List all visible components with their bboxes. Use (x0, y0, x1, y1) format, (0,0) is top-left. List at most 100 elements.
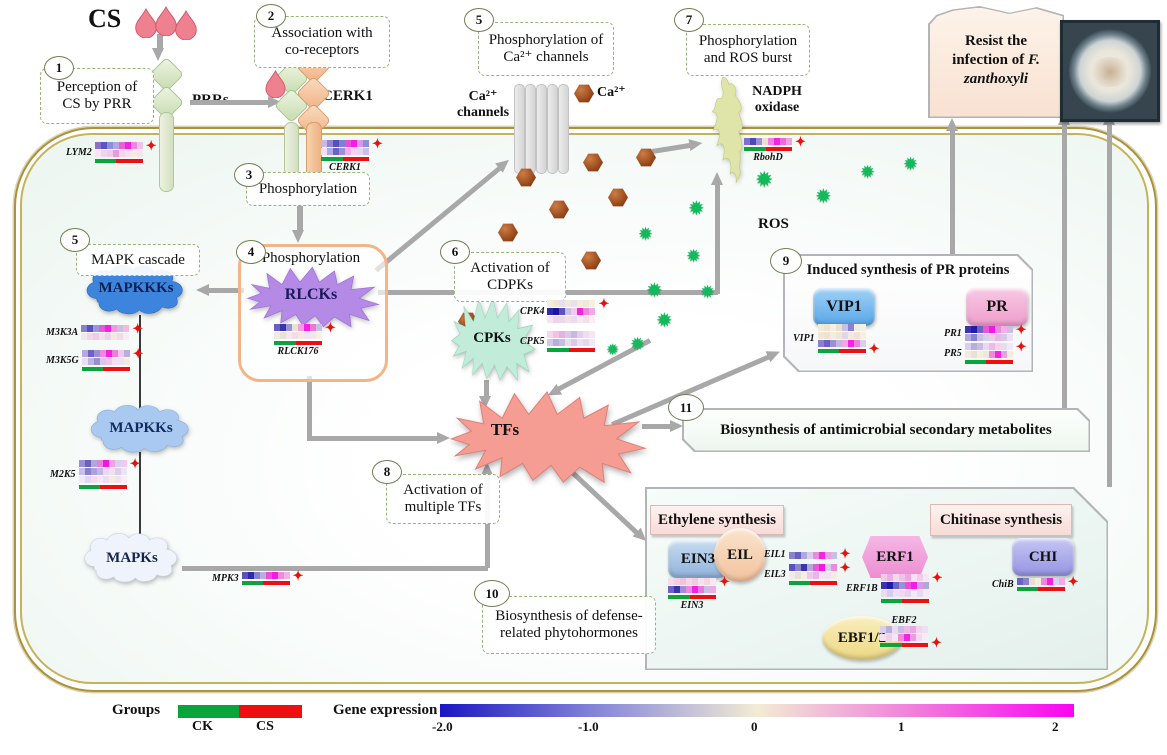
prr-tail-icon (159, 112, 174, 192)
gene-label-eil3: EIL3 (764, 568, 786, 580)
vip1-node: VIP1 (813, 288, 875, 326)
ros-star-icon: ✹ (656, 308, 673, 332)
gene-label-vip1: VIP1 (793, 332, 815, 344)
rlcks-label: RLCKs (284, 286, 338, 303)
cs-color-swatch (239, 705, 302, 718)
significance-marker: ✦ (132, 346, 144, 361)
ca-channel-icon (525, 84, 536, 174)
significance-marker: ✦ (719, 574, 730, 589)
ca-channel-icon (536, 84, 547, 174)
step-4-number: 4 (236, 240, 266, 264)
calcium-ion-icon (574, 84, 594, 103)
cs-molecule-icon (265, 70, 286, 98)
gene-label-erf1b: ERF1B (846, 582, 878, 594)
significance-marker: ✦ (145, 138, 157, 153)
heatmap-ebf2: EBF2 ✦ (880, 614, 942, 649)
ros-star-icon: ✹ (755, 168, 774, 193)
significance-marker: ✦ (931, 570, 943, 585)
heatmap-cpk4: CPK4 ✦ (520, 296, 610, 323)
significance-marker: ✦ (598, 296, 610, 311)
step-3-box: Phosphorylation (246, 172, 370, 206)
ros-star-icon: ✹ (860, 162, 876, 183)
ca-channel-icon (514, 84, 525, 174)
significance-marker: ✦ (868, 341, 880, 356)
significance-marker: ✦ (839, 560, 851, 575)
ros-star-icon: ✹ (815, 184, 832, 208)
gene-expression-label: Gene expression (333, 702, 438, 718)
heatmap-chib: ChiB ✦ (992, 575, 1079, 591)
step-5-mapk-number: 5 (60, 228, 90, 252)
ca-channels-line1: Ca²⁺ (468, 89, 498, 104)
step-7-box: Phosphorylation and ROS burst (686, 24, 810, 76)
ros-star-icon: ✹ (638, 224, 654, 245)
gene-label-pr5: PR5 (944, 347, 962, 359)
calcium-ion-icon (498, 223, 518, 242)
gene-label-cerk1: CERK1 (329, 162, 361, 173)
significance-marker: ✦ (325, 320, 336, 335)
pathogen-species: F. zanthoxyli (963, 51, 1040, 87)
pr-node: PR (966, 288, 1028, 326)
gene-label-rlck176: RLCK176 (277, 346, 319, 357)
fungal-colony-photo (1060, 20, 1160, 122)
ca-ion-label: Ca²⁺ (597, 85, 626, 100)
calcium-ion-icon (516, 168, 536, 187)
resist-infection-text: Resist the infection of F. zanthoxyli (936, 32, 1056, 88)
groups-label: Groups (112, 702, 161, 718)
heatmap-erf1b: ERF1B ✦ (846, 570, 943, 603)
calcium-ion-icon (549, 200, 569, 219)
gene-label-mpk3: MPK3 (212, 572, 239, 584)
resist-text: Resist the infection of (952, 33, 1028, 68)
flag-fill (929, 7, 1063, 117)
step-11-title: Biosynthesis of antimicrobial secondary … (720, 421, 1052, 438)
erf1-node: ERF1 (862, 536, 928, 578)
mapkkks-label: MAPKKKs (98, 280, 174, 296)
step-5-ca-number: 5 (464, 8, 494, 32)
arrowhead (711, 172, 723, 185)
tick-zero: 0 (751, 719, 758, 734)
ca-channels-label: Ca²⁺ channels (452, 88, 514, 121)
ros-star-icon: ✹ (903, 154, 919, 175)
gene-label-eil1: EIL1 (764, 549, 786, 560)
chitinase-synthesis-banner: Chitinase synthesis (930, 504, 1072, 536)
significance-marker: ✦ (132, 321, 144, 336)
step-1-box: Perception of CS by PRR (40, 68, 154, 124)
calcium-ion-icon (581, 251, 601, 270)
arrow-tfs-to-metabolites (642, 424, 672, 429)
tfs-label: TFs (490, 420, 520, 439)
step-9-number: 9 (770, 248, 802, 274)
calcium-ion-icon (636, 148, 656, 167)
tick-neg2: -2.0 (432, 719, 453, 734)
heatmap-rlck176: RLCK176 ✦ (274, 320, 336, 357)
step-11-number: 11 (668, 394, 704, 421)
gene-label-rbohd: RbohD (753, 152, 783, 163)
calcium-ion-icon (583, 153, 603, 172)
ck-color-swatch (178, 705, 239, 718)
gene-label-ebf2: EBF2 (891, 615, 917, 626)
gene-label-m2k5: M2K5 (50, 468, 76, 480)
significance-marker: ✦ (292, 568, 304, 583)
arrowhead (670, 420, 683, 432)
heatmap-lym2: LYM2 ✦ (66, 138, 157, 163)
gene-label-lym2: LYM2 (66, 146, 92, 158)
ca-channel-icon (558, 84, 569, 174)
arrowhead (946, 118, 958, 131)
gene-label-m3k5g: M3K5G (46, 354, 79, 366)
heatmap-m3k5g: M3K5G ✦ (46, 346, 144, 371)
gene-label-cpk5: CPK5 (520, 335, 545, 347)
step-8-box: Activation of multiple TFs (386, 474, 500, 524)
ros-star-icon: ✹ (688, 196, 705, 220)
heatmap-cpk5: CPK5 (520, 331, 596, 352)
arrow-mapks-to-tfs-h (182, 566, 488, 571)
step-6-box: Activation of CDPKs (454, 252, 566, 302)
arrow-rlck-to-tfs-v (307, 376, 312, 438)
ros-star-icon: ✹ (646, 278, 663, 302)
colony-center (1089, 57, 1131, 87)
nadph-oxidase-icon (711, 76, 743, 184)
arrow-rlck-to-nadph-v (715, 184, 720, 294)
arrow-prr-to-cerk1 (190, 100, 268, 105)
step-5-mapk-box: MAPK cascade (76, 244, 200, 276)
arrow-rlck-to-tfs-h (307, 436, 437, 441)
step-10-number: 10 (474, 580, 510, 607)
mapks-label: MAPKs (106, 550, 158, 566)
